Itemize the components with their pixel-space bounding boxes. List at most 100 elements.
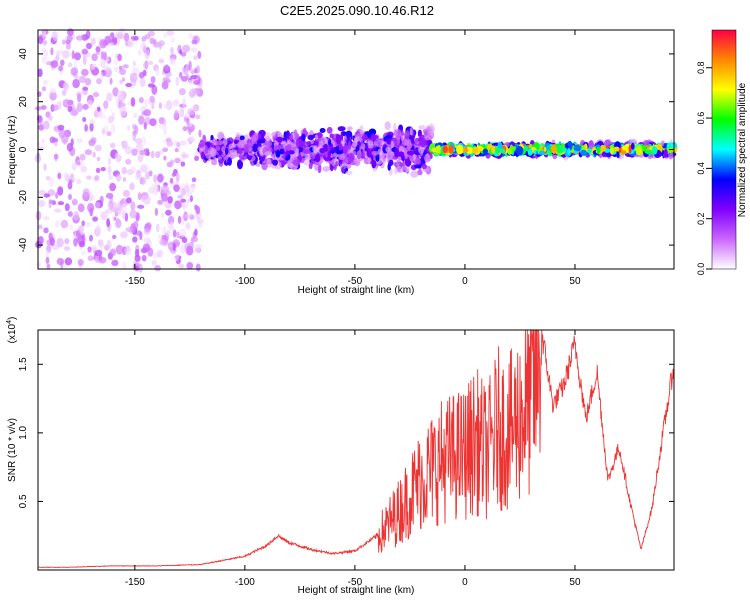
spectrogram-cell xyxy=(177,215,182,224)
spectrogram-cell xyxy=(113,216,117,221)
spectrogram-cell xyxy=(181,237,188,244)
spectrogram-cell xyxy=(289,150,295,155)
spectrogram-cell xyxy=(404,130,410,140)
spectrogram-y-ticks: -40 -20 0 20 40 xyxy=(18,48,674,252)
spectrogram-cell xyxy=(237,159,243,170)
spectrogram-cell xyxy=(193,55,198,60)
spectrogram-cell xyxy=(124,247,132,256)
spectrogram-cell xyxy=(384,121,391,130)
spectrogram-cell xyxy=(87,99,93,110)
spectrogram-cell xyxy=(89,234,93,242)
spectrogram-cell xyxy=(303,149,311,154)
spectrogram-cell xyxy=(388,159,394,166)
spectrogram-cell xyxy=(359,125,364,135)
spectrogram-cell xyxy=(103,125,109,133)
spectrogram-cell xyxy=(68,193,72,200)
spectrogram-cell xyxy=(158,124,166,129)
spectrogram-cell xyxy=(125,227,133,233)
spectrogram-cell xyxy=(180,198,187,203)
spectrogram-cell xyxy=(141,254,147,262)
spectrogram-cell xyxy=(151,104,155,110)
spectrogram-cell xyxy=(137,192,142,201)
spectrogram-cell xyxy=(90,37,96,46)
spectrogram-cell xyxy=(135,138,143,145)
spectrogram-cell xyxy=(58,65,64,72)
spectrogram-cell xyxy=(78,75,87,84)
snr-y-tick-label: 1.5 xyxy=(18,357,29,371)
spectrogram-x-tick-label: -100 xyxy=(235,276,255,287)
spectrogram-cell xyxy=(114,152,120,162)
spectrogram-cell xyxy=(394,166,398,175)
spectrogram-cell xyxy=(329,133,334,139)
spectrogram-cell xyxy=(499,148,506,154)
spectrogram-cell xyxy=(46,263,51,269)
spectrogram-cell xyxy=(193,104,200,112)
spectrogram-cell xyxy=(125,197,132,204)
spectrogram-cell xyxy=(157,173,164,183)
spectrogram-cell xyxy=(161,192,168,202)
spectrogram-cell xyxy=(477,146,484,152)
spectrogram-cell xyxy=(190,195,193,202)
spectrogram-cell xyxy=(124,212,129,222)
spectrogram-cell xyxy=(273,144,279,151)
spectrogram-cell xyxy=(184,185,190,192)
spectrogram-cell xyxy=(139,77,146,87)
spectrogram-cell xyxy=(108,175,114,180)
colorbar xyxy=(711,29,737,270)
spectrogram-cell xyxy=(121,166,127,175)
spectrogram-cell xyxy=(92,151,96,158)
spectrogram-cell xyxy=(129,182,135,191)
spectrogram-cell xyxy=(292,159,301,166)
spectrogram-cell xyxy=(448,144,454,154)
spectrogram-cell xyxy=(110,123,116,133)
spectrogram-y-tick-label: -20 xyxy=(18,190,29,205)
spectrogram-panel: -150 -100 -50 0 50 -40 -20 0 20 40 Height of str… xyxy=(7,27,748,296)
spectrogram-cell xyxy=(106,218,110,228)
spectrogram-cell xyxy=(190,47,197,53)
spectrogram-cell xyxy=(82,103,89,110)
spectrogram-cell xyxy=(192,88,201,95)
spectrogram-cell xyxy=(60,59,65,66)
spectrogram-cell xyxy=(100,59,106,68)
spectrogram-cell xyxy=(342,144,349,154)
spectrogram-x-tick-label: -150 xyxy=(125,276,145,287)
spectrogram-cell xyxy=(100,211,108,221)
spectrogram-cell xyxy=(154,264,161,272)
spectrogram-x-label: Height of straight line (km) xyxy=(298,285,415,296)
spectrogram-cell xyxy=(133,35,139,41)
spectrogram-cell xyxy=(295,148,299,157)
spectrogram-cell xyxy=(62,99,71,108)
spectrogram-x-tick-label: -50 xyxy=(348,276,363,287)
spectrogram-cell xyxy=(57,201,65,206)
colorbar-tick-label: 0.2 xyxy=(696,212,706,225)
spectrogram-cell xyxy=(338,153,346,161)
spectrogram-cell xyxy=(97,106,101,112)
spectrogram-cell xyxy=(181,204,187,210)
spectrogram-cell xyxy=(36,262,41,268)
spectrogram-cell xyxy=(41,86,47,92)
spectrogram-cell xyxy=(174,147,179,153)
spectrogram-cell xyxy=(95,167,101,174)
spectrogram-cell xyxy=(115,31,124,37)
spectrogram-cell xyxy=(62,39,66,45)
spectrogram-cell xyxy=(49,91,57,101)
spectrogram-cell xyxy=(49,237,55,247)
spectrogram-cell xyxy=(335,161,339,167)
spectrogram-cell xyxy=(424,153,431,163)
spectrogram-cell xyxy=(79,241,86,248)
spectrogram-cell xyxy=(194,155,200,161)
spectrogram-cell xyxy=(243,144,250,153)
spectrogram-cell xyxy=(194,244,201,253)
spectrogram-cell xyxy=(515,146,524,156)
spectrogram-cell xyxy=(191,185,196,193)
spectrogram-cell xyxy=(103,100,109,110)
spectrogram-cell xyxy=(387,152,392,162)
spectrogram-cell xyxy=(43,227,49,234)
spectrogram-x-tick-label: 0 xyxy=(462,276,468,287)
spectrogram-cell xyxy=(373,140,379,146)
spectrogram-cell xyxy=(386,134,393,139)
spectrogram-cell xyxy=(163,155,167,161)
spectrogram-cell xyxy=(317,163,322,174)
spectrogram-cell xyxy=(111,36,118,43)
spectrogram-cell xyxy=(456,144,464,155)
